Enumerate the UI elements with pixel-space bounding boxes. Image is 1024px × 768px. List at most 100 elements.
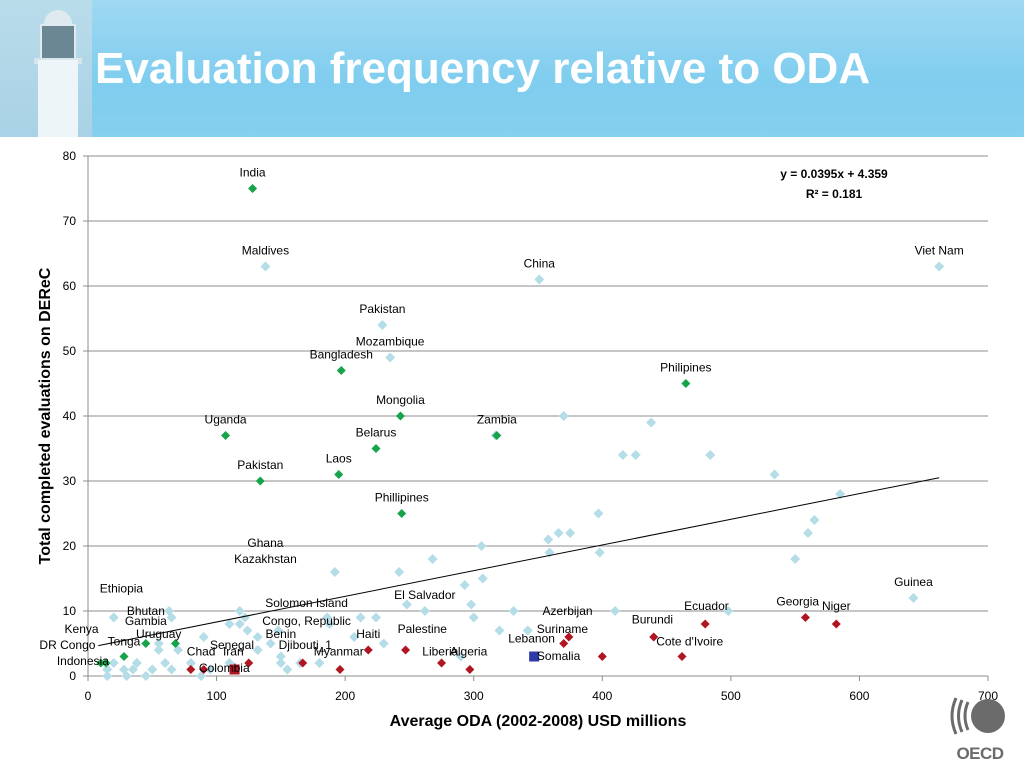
point-label: Zambia [477,412,517,426]
data-point-green [221,431,231,440]
point-label: Liberia [422,644,458,658]
data-point-red [298,658,308,668]
data-point-light [427,554,438,564]
data-point-light [419,606,430,616]
point-label: Belarus [356,425,397,439]
point-label: China [524,256,556,270]
point-label: Niger [822,599,851,613]
data-point-light [594,547,605,558]
data-point-red [800,613,810,622]
x-axis-title: Average ODA (2002-2008) USD millions [390,713,687,730]
point-label: Philipines [660,360,711,374]
data-point-light [108,658,119,668]
point-label: Mongolia [376,393,425,407]
data-point-light [260,261,271,272]
data-point-light [275,658,286,668]
point-label: Kazakhstan [234,552,297,566]
point-label: Indonesia [57,654,109,668]
data-point-light [459,580,470,590]
data-point-light [565,528,576,538]
x-tick-label: 600 [849,689,869,703]
y-tick-label: 70 [63,214,77,228]
y-tick-label: 30 [63,474,77,488]
data-point-light [147,664,158,675]
point-label: Ethiopia [100,581,144,595]
point-label: Maldives [242,243,289,257]
data-point-light [102,664,113,675]
data-point-light [205,664,216,675]
x-tick-label: 0 [85,689,92,703]
point-label: India [240,165,266,179]
y-tick-label: 0 [69,669,76,683]
x-tick-label: 400 [592,689,612,703]
point-label: Burundi [632,612,673,626]
data-point-light [234,606,245,616]
data-point-light [610,606,621,616]
data-point-red [186,665,196,674]
point-label: Tonga [108,635,141,649]
data-point-light [543,534,554,545]
data-point-red [401,645,411,655]
data-point-red [244,658,254,668]
data-point-green [681,379,691,388]
data-point-red [564,632,574,642]
data-point-red [465,665,475,674]
data-point-red [649,632,659,642]
data-point-red [831,619,841,629]
point-label: Chad [187,644,216,658]
data-point-green [255,476,265,486]
r-squared-label: R² = 0.181 [806,187,863,201]
data-point-light [166,612,177,623]
oecd-logo-text: OECD [956,744,1004,763]
data-point-red [597,652,607,661]
data-point-light [153,645,164,655]
point-label: Djibouti_1 [279,638,333,652]
point-label: Uganda [205,412,247,426]
point-label: DR Congo [39,638,95,652]
y-tick-label: 10 [63,604,77,618]
data-point-light [522,625,533,636]
point-label: Phillipines [375,490,429,504]
data-point-light [273,625,284,636]
data-point-green [119,652,129,661]
y-axis-title: Total completed evaluations on DEReC [37,267,54,564]
y-tick-label: 80 [63,149,77,163]
data-point-light [108,612,119,623]
point-label: Colombia [199,661,250,675]
data-point-green [248,184,258,193]
data-point-light [153,638,164,649]
header-banner [0,0,1024,137]
data-point-light [723,606,734,616]
data-point-light [242,625,253,636]
trendline [98,477,940,647]
data-point-light [166,664,177,675]
data-point-light [378,638,389,649]
point-label: Pakistan [359,302,405,316]
point-label: Guinea [894,575,933,589]
data-point-light [275,651,286,662]
data-point-light [131,658,142,668]
point-label: Bhutan [127,604,165,618]
point-label: Lebanon [508,631,555,645]
point-label: Viet Nam [915,243,964,257]
data-point-light [282,664,293,675]
y-tick-label: 60 [63,279,77,293]
data-point-light [355,612,366,623]
oecd-logo-icon [950,697,1005,735]
point-label: Kenya [65,622,99,636]
data-point-green [397,509,407,518]
data-point-light [646,417,657,428]
x-tick-label: 700 [978,689,998,703]
data-point-light [809,515,820,525]
x-tick-label: 500 [721,689,741,703]
data-point-light [769,469,780,480]
data-point-light [705,450,716,460]
y-tick-label: 40 [63,409,77,423]
point-label: Ecuador [684,599,729,613]
point-label: Laos [326,451,352,465]
point-label: Haiti [356,627,380,641]
data-point-light [385,352,396,363]
data-point-light [128,664,138,675]
point-label: Solomon Island [265,596,348,610]
point-label: Azerbijan [543,604,593,618]
